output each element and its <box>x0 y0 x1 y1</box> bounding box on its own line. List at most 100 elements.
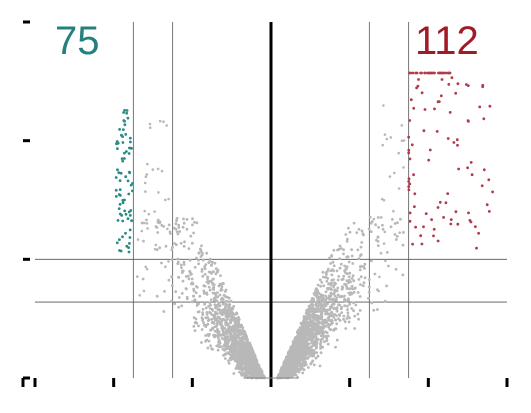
neutral-point <box>209 271 212 274</box>
neutral-point <box>315 351 318 354</box>
neutral-point <box>189 235 192 238</box>
neutral-point <box>376 308 379 311</box>
neutral-point <box>347 314 350 317</box>
neutral-point <box>215 300 218 303</box>
neutral-point <box>218 339 221 342</box>
neutral-point <box>321 308 324 311</box>
neutral-point <box>197 325 200 328</box>
up-point <box>448 72 451 75</box>
up-point <box>477 232 480 235</box>
neutral-point <box>296 340 299 343</box>
neutral-point <box>329 269 332 272</box>
neutral-point <box>170 258 173 261</box>
up-point <box>483 168 486 171</box>
neutral-point <box>178 226 181 229</box>
neutral-point <box>232 350 235 353</box>
neutral-point <box>323 298 326 301</box>
neutral-point <box>359 295 362 298</box>
neutral-point <box>202 284 205 287</box>
down-point <box>129 229 132 232</box>
neutral-point <box>348 279 351 282</box>
neutral-point <box>385 285 388 288</box>
up-count-label: 112 <box>415 21 479 61</box>
neutral-point <box>320 316 323 319</box>
neutral-point <box>374 223 377 226</box>
down-point <box>123 210 126 213</box>
neutral-point <box>306 357 309 360</box>
neutral-point <box>334 319 337 322</box>
neutral-point <box>219 294 222 297</box>
neutral-point <box>299 326 302 329</box>
up-point <box>413 192 416 195</box>
neutral-point <box>361 230 364 233</box>
neutral-point <box>146 227 149 230</box>
neutral-point <box>216 291 219 294</box>
neutral-point <box>167 260 170 263</box>
neutral-point <box>217 333 220 336</box>
neutral-point <box>323 303 326 306</box>
neutral-point <box>222 334 225 337</box>
neutral-point <box>363 281 366 284</box>
neutral-point <box>380 216 383 219</box>
down-point <box>119 203 122 206</box>
up-point <box>408 188 411 191</box>
neutral-point <box>340 311 343 314</box>
neutral-point <box>224 348 227 351</box>
neutral-point <box>326 339 329 342</box>
neutral-point <box>384 231 387 234</box>
neutral-point <box>230 300 233 303</box>
neutral-point <box>226 310 229 313</box>
neutral-point <box>348 261 351 264</box>
neutral-point <box>321 312 324 315</box>
neutral-point <box>383 242 386 245</box>
neutral-point <box>168 279 171 282</box>
neutral-point <box>154 248 157 251</box>
neutral-point <box>156 231 159 234</box>
neutral-point <box>215 267 218 270</box>
neutral-point <box>334 299 337 302</box>
up-point <box>407 149 410 152</box>
neutral-point <box>256 365 259 368</box>
neutral-point <box>289 356 292 359</box>
neutral-point <box>238 333 241 336</box>
neutral-point <box>220 345 223 348</box>
neutral-point <box>390 225 393 228</box>
neutral-point <box>337 279 340 282</box>
down-point <box>128 242 131 245</box>
neutral-point <box>192 288 195 291</box>
neutral-point <box>153 210 156 213</box>
neutral-point <box>198 295 201 298</box>
neutral-point <box>358 278 361 281</box>
up-points <box>407 72 494 250</box>
neutral-point <box>216 328 219 331</box>
neutral-point <box>296 347 299 350</box>
neutral-point <box>194 329 197 332</box>
neutral-point <box>348 303 351 306</box>
down-point <box>117 171 120 174</box>
neutral-point <box>333 264 336 267</box>
neutral-point <box>286 360 289 363</box>
neutral-point <box>300 366 303 369</box>
neutral-point <box>317 284 320 287</box>
down-point <box>121 160 124 163</box>
neutral-point <box>238 323 241 326</box>
neutral-point <box>291 374 294 377</box>
up-point <box>481 84 484 87</box>
neutral-point <box>303 362 306 365</box>
neutral-point <box>146 173 149 176</box>
neutral-point <box>301 341 304 344</box>
up-point <box>471 173 474 176</box>
neutral-point <box>149 123 152 126</box>
neutral-point <box>226 296 229 299</box>
up-point <box>447 137 450 140</box>
up-point <box>409 212 412 215</box>
neutral-point <box>196 221 199 224</box>
neutral-point <box>305 333 308 336</box>
neutral-point <box>384 260 387 263</box>
down-point <box>127 180 130 183</box>
neutral-point <box>312 325 315 328</box>
up-point <box>442 216 445 219</box>
neutral-point <box>202 308 205 311</box>
neutral-point <box>205 307 208 310</box>
neutral-point <box>177 276 180 279</box>
